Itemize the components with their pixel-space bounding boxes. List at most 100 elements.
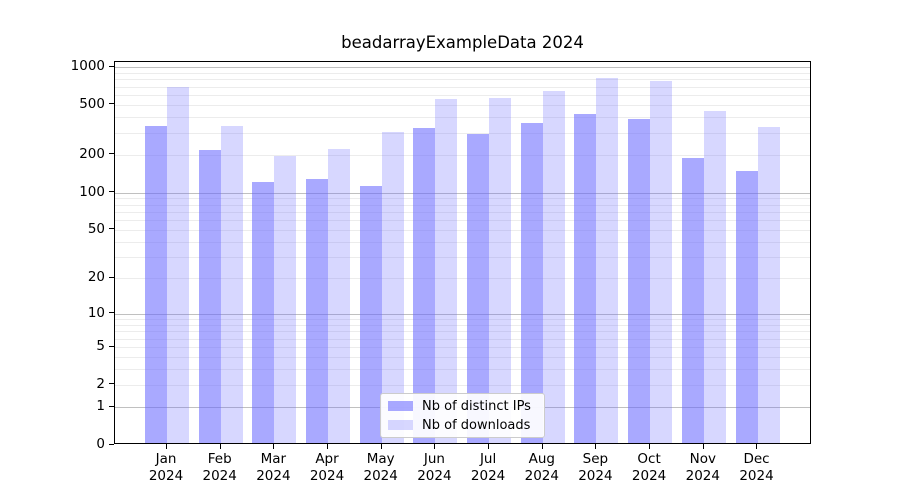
x-tick-label-oct-2024: Oct 2024 [617, 451, 681, 485]
x-tick-label-year: 2024 [363, 468, 398, 484]
gridline-8 [115, 324, 810, 326]
bar-downloads-feb-2024 [220, 125, 243, 443]
y-tick-label-1000: 1000 [70, 58, 105, 74]
bar-distinct-ips-jul-2024 [467, 134, 490, 443]
x-tick-label-mar-2024: Mar 2024 [241, 451, 305, 485]
gridline-50 [115, 229, 810, 231]
x-tick-label-month: Aug [528, 451, 555, 467]
x-tick-label-month: Oct [637, 451, 661, 467]
gridline-70 [115, 211, 810, 213]
bar-downloads-may-2024 [381, 131, 404, 443]
bar-downloads-oct-2024 [650, 81, 673, 443]
x-tick-label-dec-2024: Dec 2024 [725, 451, 789, 485]
y-tick-1 [109, 405, 114, 407]
legend-swatch-distinct-ips [388, 401, 413, 411]
bar-distinct-ips-apr-2024 [306, 179, 328, 443]
x-tick-apr [327, 444, 328, 449]
bar-distinct-ips-jan-2024 [145, 125, 167, 443]
legend-label-distinct-ips: Nb of distinct IPs [422, 398, 531, 414]
x-tick-label-apr-2024: Apr 2024 [295, 451, 359, 485]
x-tick-label-year: 2024 [202, 468, 237, 484]
y-tick-200 [109, 153, 114, 155]
gridline-600 [115, 94, 810, 96]
bar-distinct-ips-sep-2024 [574, 113, 597, 443]
y-tick-label-0: 0 [96, 436, 105, 452]
legend: Nb of distinct IPs Nb of downloads [380, 393, 545, 438]
x-tick-label-jul-2024: Jul 2024 [456, 451, 520, 485]
x-tick-jun [434, 444, 435, 449]
gridline-30 [115, 257, 810, 259]
x-tick-label-year: 2024 [148, 468, 184, 484]
bar-distinct-ips-nov-2024 [681, 157, 704, 443]
gridline-10 [115, 313, 810, 315]
gridline-5 [115, 347, 810, 348]
y-tick-0 [109, 443, 114, 445]
x-tick-jan [166, 444, 167, 449]
x-tick-dec [756, 444, 757, 449]
bar-distinct-ips-may-2024 [359, 185, 382, 443]
y-tick-label-50: 50 [87, 220, 105, 237]
x-tick-label-month: Dec [743, 451, 770, 467]
x-tick-label-aug-2024: Aug 2024 [510, 451, 574, 485]
bar-downloads-jun-2024 [435, 98, 458, 443]
bar-downloads-mar-2024 [274, 156, 297, 443]
x-tick-label-month: Nov [689, 451, 716, 467]
gridline-6 [115, 338, 810, 340]
x-tick-label-year: 2024 [417, 468, 452, 484]
bar-downloads-jan-2024 [167, 86, 189, 443]
plot-area: Nb of distinct IPs Nb of downloads [114, 61, 811, 444]
bar-downloads-dec-2024 [757, 127, 780, 443]
y-tick-5 [109, 345, 114, 347]
y-tick-label-200: 200 [79, 145, 105, 162]
gridline-400 [115, 117, 810, 119]
gridline-200 [115, 154, 810, 156]
gridline-3 [115, 369, 810, 371]
x-tick-label-sep-2024: Sep 2024 [563, 451, 627, 485]
gridline-40 [115, 241, 810, 243]
x-tick-label-month: Jun [423, 451, 445, 467]
x-tick-label-month: Jul [479, 451, 497, 467]
y-tick-label-500: 500 [79, 95, 105, 112]
y-tick-10 [109, 312, 114, 314]
x-tick-label-jan-2024: Jan 2024 [134, 451, 198, 485]
gridline-900 [115, 72, 810, 74]
x-tick-mar [273, 444, 274, 449]
y-tick-label-100: 100 [79, 183, 105, 200]
y-tick-50 [109, 228, 114, 230]
y-tick-label-10: 10 [87, 304, 105, 321]
y-tick-label-1: 1 [96, 398, 105, 415]
y-tick-100 [109, 191, 114, 192]
gridline-100 [115, 192, 810, 194]
gridline-9 [115, 319, 810, 320]
gridline-4 [115, 356, 810, 358]
x-tick-label-month: Sep [582, 451, 609, 467]
y-tick-20 [109, 276, 114, 278]
gridline-7 [115, 331, 810, 333]
gridline-800 [115, 79, 810, 81]
y-tick-label-5: 5 [96, 338, 105, 354]
x-tick-label-nov-2024: Nov 2024 [671, 451, 735, 485]
y-tick-1000 [109, 65, 114, 67]
legend-swatch-downloads [388, 420, 413, 430]
gridline-80 [115, 204, 810, 206]
x-tick-label-month: Jan [155, 451, 177, 467]
x-tick-may [381, 444, 382, 449]
bar-distinct-ips-jun-2024 [413, 128, 436, 443]
y-tick-500 [109, 103, 114, 105]
gridline-90 [115, 198, 810, 200]
x-tick-label-year: 2024 [685, 468, 720, 484]
bar-distinct-ips-feb-2024 [198, 149, 221, 443]
y-tick-2 [109, 383, 114, 385]
bar-distinct-ips-dec-2024 [735, 171, 758, 443]
x-tick-label-year: 2024 [309, 468, 345, 484]
chart-title: beadarrayExampleData 2024 [341, 33, 584, 52]
gridline-700 [115, 86, 810, 88]
x-tick-label-year: 2024 [739, 468, 774, 484]
bar-downloads-aug-2024 [542, 90, 565, 443]
bar-distinct-ips-oct-2024 [628, 118, 651, 443]
gridline-2 [115, 384, 810, 386]
y-tick-label-2: 2 [96, 375, 105, 392]
gridline-20 [115, 278, 810, 280]
x-tick-label-month: Mar [260, 451, 287, 467]
